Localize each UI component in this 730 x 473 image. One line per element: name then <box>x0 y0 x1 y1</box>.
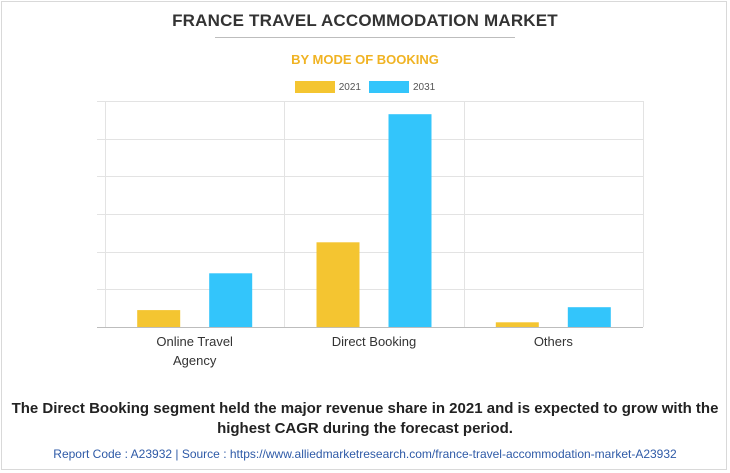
bar-2031-direct-booking <box>388 114 432 327</box>
bar-2031-others <box>567 307 611 327</box>
title-divider <box>215 37 515 38</box>
x-tick-label: Direct Booking <box>332 334 417 349</box>
chart-title: FRANCE TRAVEL ACCOMMODATION MARKET <box>172 11 558 30</box>
x-tick-label: Agency <box>173 353 217 368</box>
bar-chart: Online Travel Agency Direct Booking Others <box>97 101 644 368</box>
legend-label-2021: 2021 <box>338 81 361 93</box>
legend-swatch-2021 <box>294 81 335 93</box>
legend-label-2031: 2031 <box>413 81 436 93</box>
x-tick-label: Others <box>534 334 574 349</box>
chart-legend: 2021 2031 <box>0 80 730 94</box>
chart-caption: The Direct Booking segment held the majo… <box>11 400 719 437</box>
bar-2021-direct-booking <box>316 242 360 328</box>
legend-item-2021: 2021 <box>294 81 361 93</box>
bar-2021-others <box>495 322 539 327</box>
bar-2031-online-travel-agency <box>209 273 253 327</box>
legend-item-2031: 2031 <box>369 81 435 93</box>
x-tick-label: Online Travel <box>156 334 233 349</box>
legend-swatch-2031 <box>369 81 409 93</box>
report-source-footer: Report Code : A23932 | Source : https://… <box>53 447 677 461</box>
bar-2021-online-travel-agency <box>137 310 181 327</box>
chart-subtitle: BY MODE OF BOOKING <box>291 52 439 67</box>
